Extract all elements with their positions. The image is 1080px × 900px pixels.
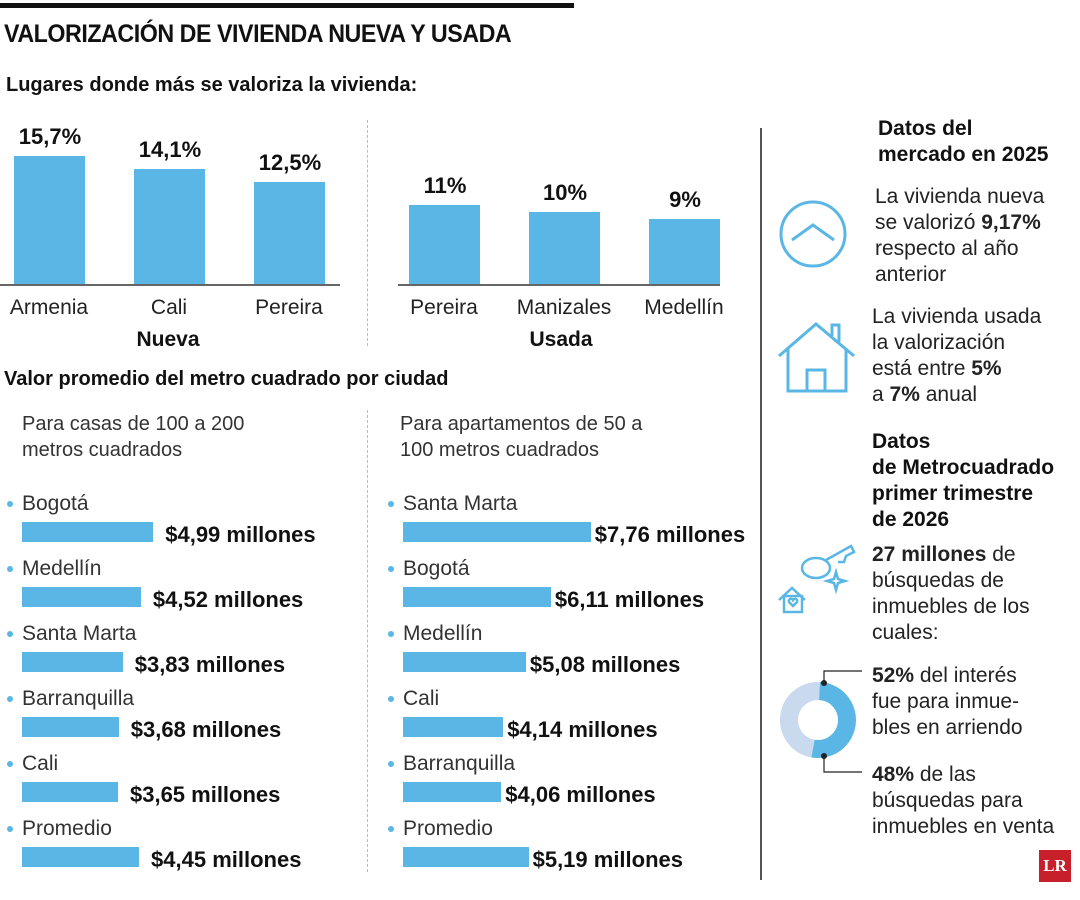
bar-value-label: $4,45 millones xyxy=(151,847,302,872)
lr-logo: LR xyxy=(1039,850,1071,882)
bar xyxy=(403,587,551,607)
bar-value-label: 10% xyxy=(542,180,588,205)
bullet-dot xyxy=(388,501,394,507)
chevron-circle-icon xyxy=(779,200,847,268)
city-label: Santa Marta xyxy=(403,492,518,515)
busquedas-text: 27 millones de búsquedas de inmuebles de … xyxy=(872,543,1030,644)
bullet-dot xyxy=(388,696,394,702)
page-title: VALORIZACIÓN DE VIVIENDA NUEVA Y USADA xyxy=(4,20,512,48)
note-line: Para casas de 100 a 200 xyxy=(22,413,245,435)
bar xyxy=(649,219,720,284)
donut-slice xyxy=(811,682,856,758)
bullet-dot xyxy=(388,631,394,637)
bullet-dot xyxy=(388,826,394,832)
bullet-dot xyxy=(7,761,13,767)
arriendo-text: 52% del interés fue para inmue-bles en ar… xyxy=(872,664,1023,739)
note-line: 100 metros cuadrados xyxy=(400,439,600,461)
city-label: Santa Marta xyxy=(22,622,137,645)
bar-value-label: $5,08 millones xyxy=(529,652,681,677)
category-label: Manizales xyxy=(516,296,612,319)
bullet-dot xyxy=(7,826,13,832)
city-label: Medellín xyxy=(22,557,102,580)
group-label-usada: Usada xyxy=(529,328,593,351)
bar xyxy=(403,652,526,672)
city-label: Barranquilla xyxy=(22,687,135,710)
bar xyxy=(22,522,154,542)
bar-value-label: $3,83 millones xyxy=(134,652,286,677)
subtitle: Lugares donde más se valoriza la viviend… xyxy=(6,74,418,96)
city-label: Cali xyxy=(403,687,440,710)
venta-text: 48% de las búsquedas para inmuebles en ven… xyxy=(872,763,1055,838)
bar xyxy=(22,782,118,802)
bar xyxy=(254,182,325,284)
bullet-dot xyxy=(388,761,394,767)
divider xyxy=(367,410,368,872)
bullet-dot xyxy=(7,631,13,637)
bar xyxy=(403,717,504,737)
axis-nueva xyxy=(0,284,340,286)
bar xyxy=(409,204,480,284)
category-label: Cali xyxy=(150,296,188,319)
right-note: Para apartamentos de 50 a 100 metros cuad… xyxy=(400,411,642,463)
bullet-dot xyxy=(388,566,394,572)
category-label: Armenia xyxy=(9,296,89,319)
bullet-dot xyxy=(7,501,13,507)
donut-chart xyxy=(780,670,862,773)
bar-value-label: $7,76 millones xyxy=(594,522,746,547)
bullet-dot xyxy=(7,696,13,702)
bullet-dot xyxy=(7,566,13,572)
note-line: metros cuadrados xyxy=(22,439,183,461)
bar xyxy=(22,587,141,607)
house-icon xyxy=(778,322,855,393)
group-label-nueva: Nueva xyxy=(136,328,200,351)
city-label: Bogotá xyxy=(22,492,89,515)
bar xyxy=(529,212,600,284)
bar xyxy=(403,847,529,867)
bar xyxy=(403,522,591,542)
bar-value-label: $6,11 millones xyxy=(554,587,705,612)
bar-value-label: 15,7% xyxy=(18,124,82,150)
key-house-icon xyxy=(778,544,856,614)
usada-text: La vivienda usada la valorización está en… xyxy=(872,305,1042,406)
bar xyxy=(134,169,205,284)
bar-value-label: $5,19 millones xyxy=(532,847,684,872)
bar xyxy=(22,847,140,867)
note-line: Para apartamentos de 50 a xyxy=(400,413,643,435)
bar xyxy=(403,782,502,802)
bar-value-label: 11% xyxy=(423,172,467,198)
divider xyxy=(760,128,762,880)
city-label: Promedio xyxy=(403,817,493,840)
axis-usada xyxy=(398,284,720,286)
city-label: Bogotá xyxy=(403,557,470,580)
bar-value-label: $3,65 millones xyxy=(129,782,281,807)
category-label: Pereira xyxy=(255,296,323,319)
top-rule xyxy=(0,3,574,8)
bar-value-label: $4,52 millones xyxy=(152,587,304,612)
bar-value-label: $4,06 millones xyxy=(505,782,656,807)
divider xyxy=(367,120,368,346)
bar xyxy=(14,156,85,284)
market-heading: Datos del mercado en 2025 xyxy=(878,117,1049,166)
left-note: Para casas de 100 a 200 metros cuadrados xyxy=(22,411,244,463)
bar xyxy=(22,717,119,737)
nueva-text: La vivienda nueva se valorizó 9,17% resp… xyxy=(875,185,1045,286)
city-label: Cali xyxy=(22,752,59,775)
bar-value-label: $4,14 millones xyxy=(507,717,658,742)
bar-value-label: $3,68 millones xyxy=(130,717,282,742)
bar-value-label: 9% xyxy=(669,187,701,213)
bar xyxy=(22,652,123,672)
metrocuadrado-heading: Datos de Metrocuadrado primer trimestre de … xyxy=(872,430,1055,531)
city-label: Promedio xyxy=(22,817,112,840)
bar-value-label: $4,99 millones xyxy=(165,522,316,547)
city-label: Medellín xyxy=(403,622,483,645)
category-label: Pereira xyxy=(410,296,478,319)
category-label: Medellín xyxy=(644,296,724,319)
bar-value-label: 12,5% xyxy=(258,150,322,176)
city-label: Barranquilla xyxy=(403,752,516,775)
bar-value-label: 14,1% xyxy=(138,137,202,163)
section-title: Valor promedio del metro cuadrado por ci… xyxy=(4,368,449,390)
donut-slice xyxy=(780,682,820,758)
